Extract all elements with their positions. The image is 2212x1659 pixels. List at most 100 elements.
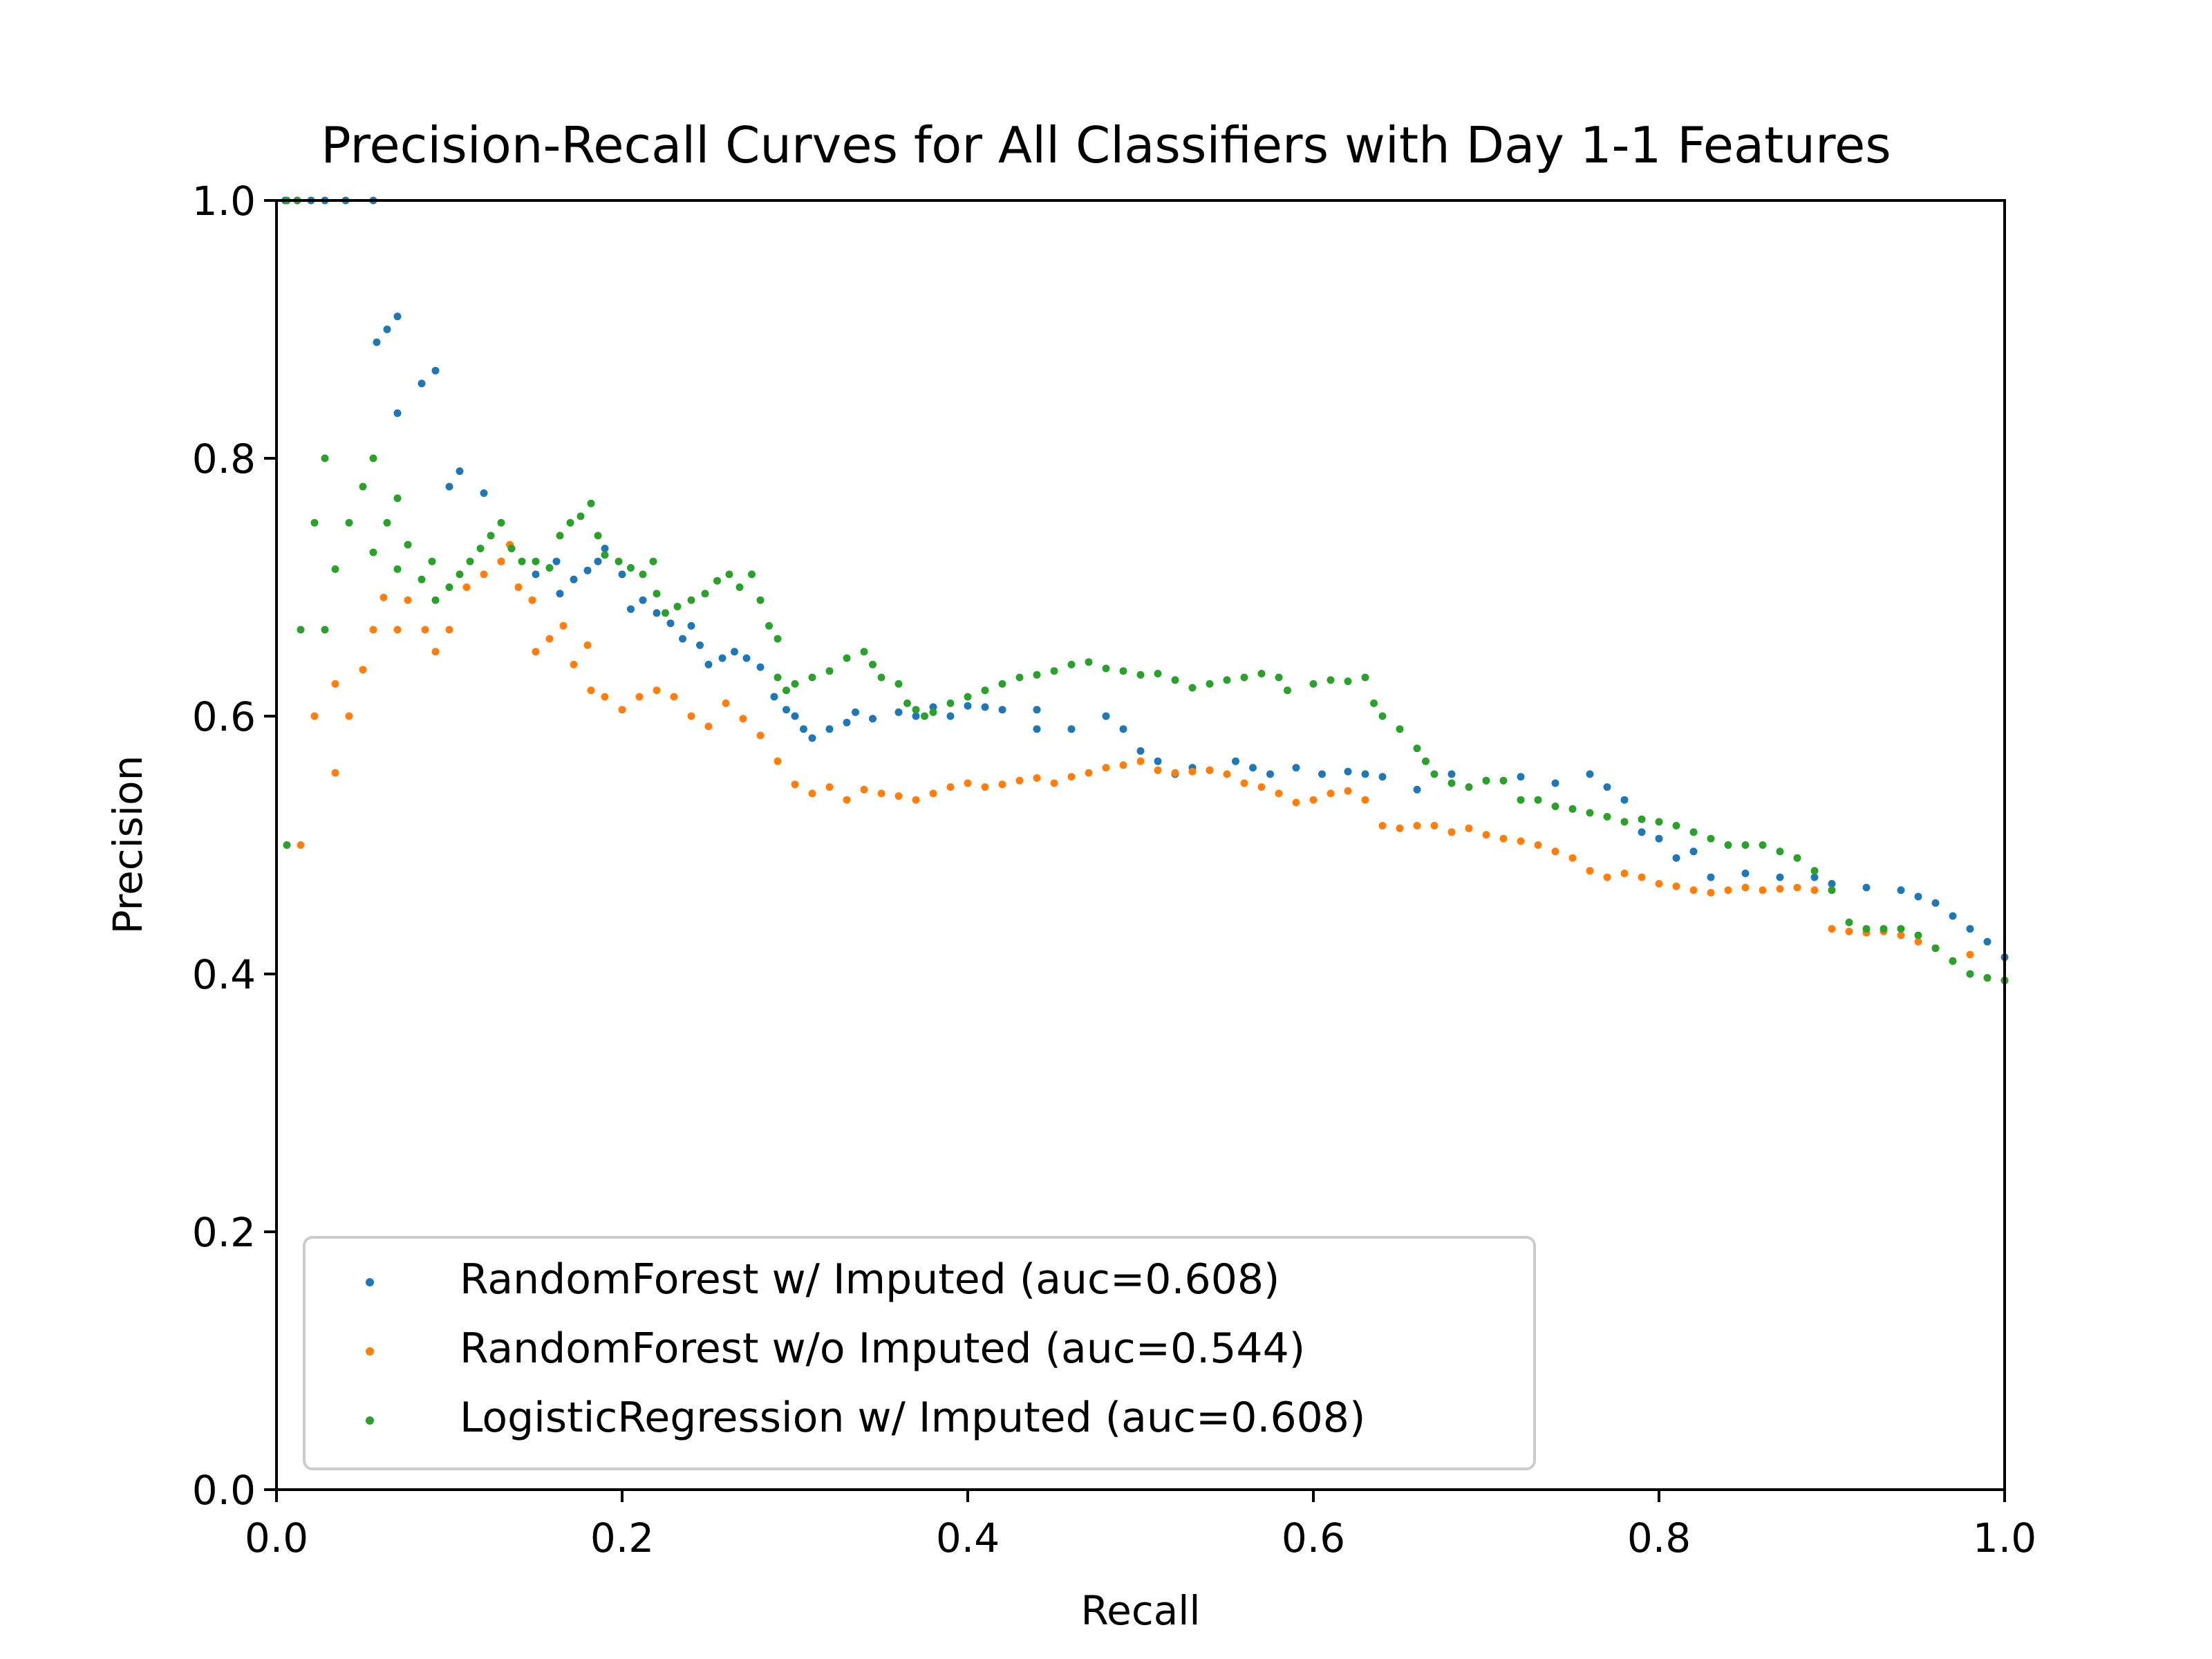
data-point-logisticregression-imputed (653, 590, 661, 598)
data-point-randomforest-imputed (383, 326, 391, 333)
data-point-randomforest-imputed (1586, 770, 1594, 778)
data-point-logisticregression-imputed (431, 596, 440, 604)
y-tick-label: 0.2 (192, 1209, 256, 1256)
x-tick-label: 0.4 (936, 1515, 1000, 1562)
data-point-randomforest-imputed (594, 557, 602, 565)
data-point-logisticregression-imputed (445, 583, 453, 591)
data-point-logisticregression-imputed (1897, 925, 1905, 933)
data-point-logisticregression-imputed (825, 667, 834, 675)
data-point-randomforest-no-imputed (1206, 766, 1214, 774)
data-point-randomforest-imputed (1897, 886, 1905, 894)
data-point-logisticregression-imputed (383, 518, 391, 527)
data-point-randomforest-no-imputed (1776, 885, 1784, 893)
data-point-logisticregression-imputed (1284, 686, 1291, 695)
data-point-randomforest-no-imputed (860, 785, 868, 794)
data-point-logisticregression-imputed (946, 699, 955, 707)
data-point-randomforest-no-imputed (998, 780, 1006, 789)
data-point-logisticregression-imputed (310, 518, 319, 527)
data-point-randomforest-imputed (1707, 873, 1715, 881)
data-point-randomforest-no-imputed (1638, 873, 1646, 881)
data-point-randomforest-imputed (1344, 767, 1352, 776)
data-point-randomforest-no-imputed (912, 796, 920, 804)
data-point-randomforest-no-imputed (1447, 828, 1456, 836)
data-point-logisticregression-imputed (1534, 796, 1542, 804)
data-point-randomforest-no-imputed (1154, 766, 1162, 774)
data-point-randomforest-no-imputed (670, 693, 678, 701)
data-point-randomforest-no-imputed (1897, 931, 1905, 939)
data-point-logisticregression-imputed (1154, 670, 1162, 677)
data-point-randomforest-imputed (583, 566, 592, 574)
data-point-randomforest-imputed (1102, 712, 1110, 720)
data-point-randomforest-no-imputed (514, 583, 523, 591)
y-axis-label: Precision (104, 756, 151, 935)
data-point-randomforest-imputed (1249, 764, 1257, 772)
data-point-logisticregression-imputed (1430, 770, 1438, 778)
data-point-randomforest-no-imputed (791, 780, 799, 789)
data-point-logisticregression-imputed (649, 557, 657, 565)
data-point-logisticregression-imputed (1862, 925, 1871, 933)
data-point-logisticregression-imputed (1931, 944, 1940, 953)
data-point-logisticregression-imputed (1776, 847, 1784, 856)
data-point-randomforest-no-imputed (653, 686, 661, 695)
data-point-logisticregression-imputed (1638, 815, 1646, 823)
series-randomforest-no-imputed (297, 541, 2009, 984)
data-point-logisticregression-imputed (345, 518, 353, 527)
data-point-randomforest-no-imputed (1085, 769, 1093, 777)
data-point-logisticregression-imputed (748, 570, 756, 579)
data-point-logisticregression-imputed (556, 532, 564, 540)
data-point-logisticregression-imputed (615, 557, 623, 565)
data-point-randomforest-no-imputed (1275, 789, 1283, 798)
data-point-randomforest-imputed (570, 575, 578, 583)
data-point-logisticregression-imputed (321, 626, 329, 634)
data-point-logisticregression-imputed (1586, 809, 1594, 817)
data-point-randomforest-imputed (1292, 764, 1300, 772)
data-point-randomforest-no-imputed (1188, 767, 1197, 776)
data-point-randomforest-no-imputed (445, 626, 453, 634)
data-point-logisticregression-imputed (532, 557, 540, 565)
y-axis-ticks: 0.0 0.2 0.4 0.6 0.8 1.0 (192, 178, 276, 1514)
data-point-logisticregression-imputed (1603, 813, 1611, 821)
data-point-logisticregression-imputed (476, 545, 485, 552)
data-point-logisticregression-imputed (921, 712, 928, 720)
data-point-logisticregression-imputed (998, 679, 1006, 688)
data-point-randomforest-no-imputed (297, 841, 305, 849)
data-point-randomforest-no-imputed (1655, 880, 1663, 888)
data-point-randomforest-imputed (946, 712, 955, 720)
plot-area-frame (275, 199, 2006, 1491)
data-point-randomforest-imputed (1862, 883, 1871, 892)
data-point-logisticregression-imputed (1741, 841, 1750, 849)
data-point-randomforest-no-imputed (1482, 831, 1490, 839)
data-point-randomforest-no-imputed (1568, 854, 1577, 862)
data-point-randomforest-no-imputed (1966, 950, 1974, 959)
data-point-randomforest-imputed (1655, 834, 1663, 843)
data-point-logisticregression-imputed (1845, 918, 1853, 926)
data-point-logisticregression-imputed (1413, 744, 1421, 753)
data-point-randomforest-no-imputed (1240, 779, 1248, 787)
data-point-logisticregression-imputed (1689, 828, 1698, 836)
legend-label-logisticregression-imputed: LogisticRegression w/ Imputed (auc=0.608… (460, 1394, 1365, 1442)
data-point-randomforest-imputed (1413, 785, 1421, 794)
data-point-randomforest-imputed (912, 712, 920, 720)
data-point-logisticregression-imputed (456, 570, 464, 579)
data-point-randomforest-no-imputed (1050, 779, 1058, 787)
data-point-logisticregression-imputed (359, 482, 367, 491)
data-point-randomforest-no-imputed (1828, 925, 1836, 933)
data-point-randomforest-no-imputed (497, 557, 505, 565)
data-point-randomforest-imputed (653, 609, 661, 617)
data-point-logisticregression-imputed (639, 570, 647, 579)
data-point-logisticregression-imputed (1551, 803, 1559, 810)
data-point-logisticregression-imputed (673, 603, 682, 610)
data-point-logisticregression-imputed (756, 596, 765, 604)
data-point-randomforest-imputed (791, 712, 799, 720)
data-point-randomforest-imputed (894, 708, 903, 716)
data-point-randomforest-no-imputed (929, 789, 937, 798)
data-point-logisticregression-imputed (418, 575, 426, 583)
data-point-randomforest-imputed (666, 619, 675, 628)
x-tick-label: 0.2 (590, 1515, 654, 1562)
data-point-logisticregression-imputed (869, 660, 877, 668)
data-point-logisticregression-imputed (1309, 679, 1318, 688)
data-point-randomforest-imputed (445, 482, 453, 491)
data-point-logisticregression-imputed (1707, 834, 1715, 843)
data-point-logisticregression-imputed (594, 532, 602, 540)
data-point-randomforest-imputed (1033, 706, 1041, 714)
